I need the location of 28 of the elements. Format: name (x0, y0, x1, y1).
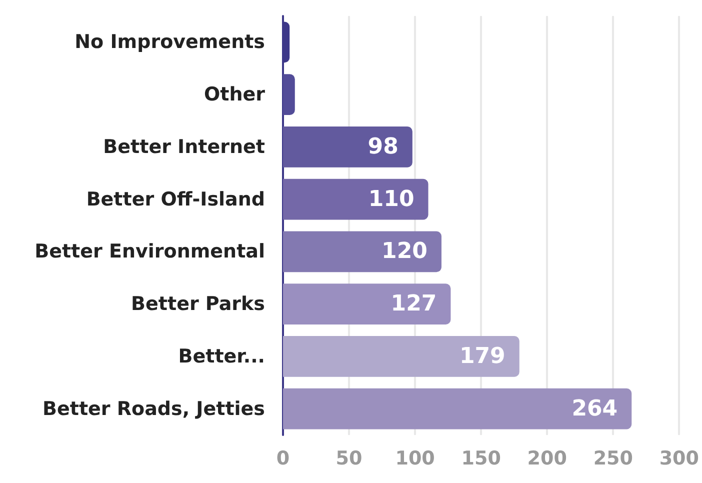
data-label: 179 (459, 344, 506, 369)
bar (283, 74, 295, 115)
bar (283, 388, 632, 430)
x-tick-label: 100 (395, 448, 435, 470)
x-tick-label: 250 (593, 448, 633, 470)
y-tick-label: Better Environmental (34, 240, 265, 263)
x-tick-label: 0 (276, 448, 290, 470)
bar (283, 126, 412, 168)
data-label: 264 (572, 396, 618, 422)
y-tick-label: Other (204, 84, 266, 106)
x-tick-label: 50 (336, 448, 362, 470)
x-tick-label: 150 (461, 448, 501, 470)
data-label: 98 (368, 134, 398, 160)
data-label: 110 (368, 186, 414, 212)
bar (283, 178, 428, 220)
bar (283, 231, 442, 272)
data-label: 127 (390, 292, 437, 317)
bar (283, 336, 520, 377)
data-label: 120 (382, 239, 428, 264)
y-tick-label: Better... (178, 345, 265, 368)
x-tick-label: 300 (659, 448, 700, 470)
x-tick-label: 200 (527, 448, 567, 470)
y-tick-label: No Improvements (74, 31, 265, 54)
y-tick-label: Better Parks (131, 293, 265, 316)
y-tick-label: Better Off-Island (86, 188, 265, 210)
bar (283, 284, 451, 324)
y-tick-label: Better Roads, Jetties (42, 398, 265, 420)
y-tick-label: Better Internet (103, 136, 265, 158)
